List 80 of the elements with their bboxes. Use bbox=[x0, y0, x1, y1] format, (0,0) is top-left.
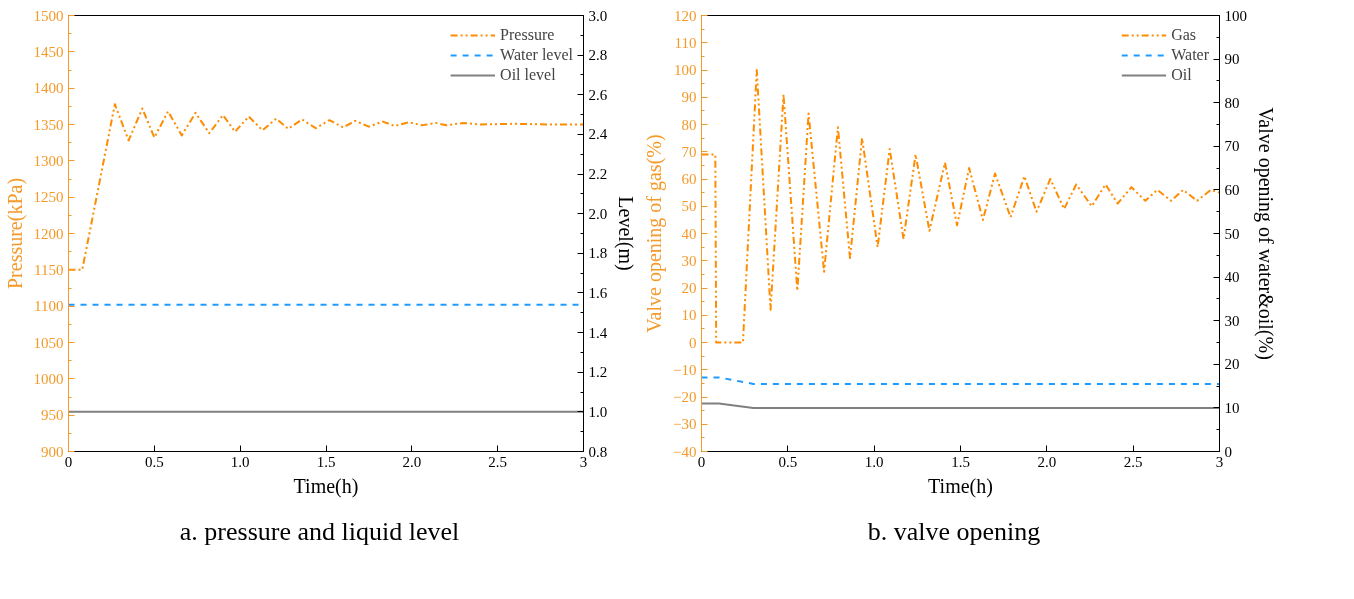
x-tick-label: 2.0 bbox=[402, 453, 422, 470]
y-tick-label: 1450 bbox=[33, 43, 64, 60]
y-tick-label: 70 bbox=[681, 143, 697, 160]
legend-label: Water bbox=[1171, 46, 1209, 64]
x-tick-label: 2.0 bbox=[1037, 453, 1057, 470]
text: b. valve opening bbox=[867, 516, 1041, 546]
y2-tick-label: 0.8 bbox=[588, 443, 608, 460]
legend-label: Oil bbox=[1171, 66, 1192, 84]
y-tick-label: 1250 bbox=[33, 189, 64, 206]
y-tick-label: 1400 bbox=[33, 80, 64, 97]
y2-tick-label: 80 bbox=[1224, 94, 1240, 111]
x-tick-label: 2.5 bbox=[488, 453, 508, 470]
y-tick-label: 60 bbox=[681, 171, 697, 187]
y2-axis-title: Level(m) bbox=[614, 196, 638, 271]
y2-tick-label: 100 bbox=[1224, 7, 1247, 24]
y-tick-label: 10 bbox=[681, 307, 697, 324]
y-axis-title: Valve opening of gas(%) bbox=[643, 134, 667, 333]
x-tick-label: 1.0 bbox=[230, 453, 250, 470]
y-tick-label: −20 bbox=[673, 389, 697, 405]
y2-tick-label: 2.8 bbox=[588, 47, 608, 64]
y2-tick-label: 40 bbox=[1224, 269, 1240, 286]
y2-tick-label: 1.6 bbox=[588, 284, 608, 301]
x-tick-label: 1.0 bbox=[864, 453, 884, 470]
y2-tick-label: 60 bbox=[1224, 181, 1240, 198]
y-tick-label: 80 bbox=[681, 116, 697, 133]
y2-tick-label: 2.2 bbox=[588, 166, 608, 183]
x-tick-label: 1.5 bbox=[951, 453, 970, 470]
y-tick-label: 1100 bbox=[34, 298, 64, 315]
y-tick-label: 20 bbox=[681, 280, 697, 296]
y-tick-label: −10 bbox=[673, 361, 697, 378]
y-tick-label: 1350 bbox=[33, 116, 64, 133]
y-tick-label: 50 bbox=[681, 198, 697, 215]
y-tick-label: 40 bbox=[681, 225, 697, 242]
x-tick-label: 1.5 bbox=[316, 453, 336, 470]
text: a. pressure and liquid level bbox=[179, 516, 460, 546]
x-tick-label: 3 bbox=[1215, 453, 1224, 470]
y-tick-label: 0 bbox=[689, 334, 697, 351]
x-tick-label: 0.5 bbox=[144, 453, 164, 470]
y2-tick-label: 30 bbox=[1224, 312, 1240, 329]
line-series bbox=[701, 69, 1220, 344]
y-tick-label: 1050 bbox=[33, 334, 64, 351]
y-tick-label: 1300 bbox=[33, 152, 64, 169]
y2-tick-label: 20 bbox=[1224, 356, 1240, 373]
y-tick-label: 1500 bbox=[33, 7, 64, 24]
legend-label: Oil level bbox=[500, 66, 556, 84]
y2-tick-label: 90 bbox=[1224, 51, 1240, 68]
y2-tick-label: 2.0 bbox=[588, 205, 608, 222]
y-tick-label: 30 bbox=[681, 252, 697, 269]
y-tick-label: 1150 bbox=[34, 261, 64, 278]
y-axis-title: Pressure(kPa) bbox=[3, 177, 27, 290]
y-tick-label: 90 bbox=[681, 89, 697, 106]
y-tick-label: 900 bbox=[41, 443, 64, 460]
y-tick-label: −40 bbox=[673, 443, 697, 460]
y-tick-label: 1200 bbox=[33, 225, 64, 242]
y2-tick-label: 3.0 bbox=[588, 7, 608, 24]
y2-axis-title: Valve opening of water&oil(%) bbox=[1254, 107, 1277, 360]
y2-tick-label: 1.0 bbox=[588, 403, 608, 420]
legend-label: Water level bbox=[500, 46, 573, 64]
y2-tick-label: 2.6 bbox=[588, 86, 608, 103]
y2-tick-label: 1.8 bbox=[588, 245, 608, 262]
y-tick-label: 950 bbox=[41, 407, 64, 424]
y-tick-label: 1000 bbox=[33, 370, 64, 387]
y2-tick-label: 1.4 bbox=[588, 324, 608, 341]
x-axis-title: Time(h) bbox=[293, 474, 359, 498]
x-tick-label: 0.5 bbox=[778, 453, 798, 470]
y-tick-label: 120 bbox=[674, 7, 697, 24]
y2-tick-label: 70 bbox=[1224, 138, 1240, 155]
line-series bbox=[68, 103, 584, 271]
x-tick-label: 2.5 bbox=[1123, 453, 1143, 470]
x-tick-label: 3 bbox=[579, 453, 588, 470]
y2-tick-label: 10 bbox=[1224, 399, 1240, 416]
y2-tick-label: 2.4 bbox=[588, 126, 608, 143]
legend-label: Pressure bbox=[500, 26, 555, 44]
y2-tick-label: 50 bbox=[1224, 225, 1240, 242]
legend-label: Gas bbox=[1171, 26, 1197, 44]
x-axis-title: Time(h) bbox=[928, 474, 993, 498]
y-tick-label: 110 bbox=[674, 34, 697, 51]
y-tick-label: −30 bbox=[673, 416, 697, 433]
y2-tick-label: 1.2 bbox=[588, 364, 608, 381]
y-tick-label: 100 bbox=[674, 62, 697, 78]
